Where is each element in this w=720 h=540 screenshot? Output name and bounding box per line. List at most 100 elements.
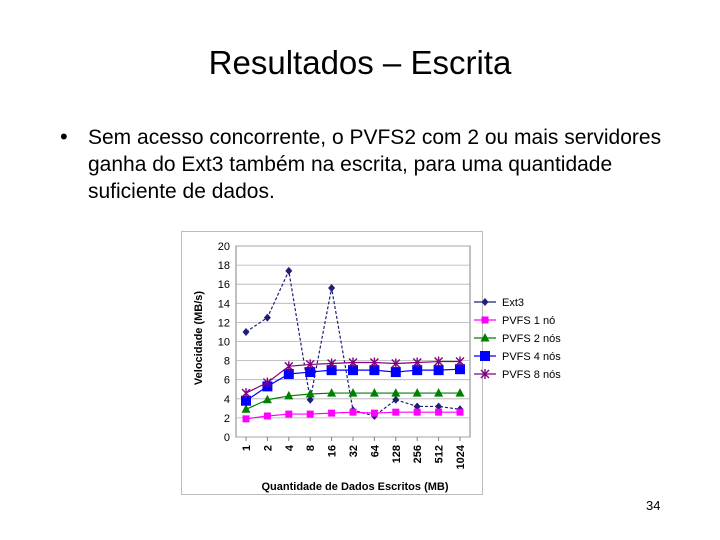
data-point — [412, 388, 422, 397]
data-point — [326, 365, 337, 376]
bullet-icon: • — [60, 124, 68, 149]
data-point — [263, 412, 271, 420]
data-point — [328, 409, 336, 417]
data-point — [413, 402, 421, 411]
legend-marker — [481, 298, 489, 306]
slide-title: Resultados – Escrita — [208, 44, 512, 81]
data-point — [349, 408, 357, 416]
data-point — [306, 395, 314, 404]
legend-entry: PVFS 1 nó — [474, 315, 555, 327]
y-axis-label: Velocidade (MB/s) — [193, 291, 205, 385]
chart-legend: Ext3 PVFS 1 nó PVFS 2 nós PVFS 4 nós PVFS 8 … — [474, 297, 561, 381]
data-point — [284, 390, 294, 400]
series-1 — [242, 408, 464, 423]
data-point — [262, 394, 272, 404]
x-tick-label: 8 — [305, 445, 317, 451]
chart-gridlines — [235, 245, 471, 438]
legend-label: PVFS 4 nós — [502, 351, 561, 363]
legend-entry: PVFS 2 nós — [474, 333, 561, 345]
series-3 — [241, 364, 465, 406]
data-point — [283, 368, 294, 379]
data-point — [456, 408, 464, 416]
data-point — [285, 266, 293, 275]
x-tick-label: 64 — [369, 444, 381, 457]
y-tick-label: 4 — [224, 394, 230, 406]
legend-label: PVFS 8 nós — [502, 369, 561, 381]
data-point — [284, 361, 294, 372]
data-point — [369, 357, 379, 368]
x-tick-label: 1024 — [455, 444, 467, 469]
bullet-text: Sem acesso concorrente, o PVFS2 com 2 ou… — [88, 126, 662, 203]
data-point — [392, 395, 400, 404]
legend-marker — [481, 316, 489, 324]
data-point — [435, 408, 443, 416]
x-tick-label: 16 — [327, 445, 339, 457]
legend-marker — [480, 351, 490, 361]
data-point — [348, 357, 358, 368]
y-tick-label: 6 — [224, 375, 230, 387]
legend-entry: Ext3 — [474, 297, 524, 309]
data-point — [391, 388, 401, 397]
data-point — [434, 388, 444, 397]
data-point — [370, 409, 378, 417]
data-point — [262, 377, 272, 388]
legend-marker — [480, 333, 490, 342]
data-point — [306, 410, 314, 418]
data-point — [390, 367, 401, 378]
data-point — [369, 365, 380, 376]
x-tick-label: 4 — [284, 444, 296, 451]
data-point — [242, 415, 250, 423]
data-point — [305, 367, 316, 378]
data-point — [455, 388, 465, 397]
x-tick-label: 256 — [412, 445, 424, 463]
x-tick-labels: 1 2 4 8 16 32 64 128 256 512 1024 — [241, 437, 467, 469]
data-point — [305, 359, 315, 370]
chart-frame: 0 2 4 6 8 10 12 14 16 18 20 1 2 4 8 16 32 64 128 256 512 102… — [181, 231, 561, 495]
y-tick-labels: 0 2 4 6 8 10 12 14 16 18 20 — [218, 241, 230, 444]
data-point — [433, 365, 444, 376]
data-point — [285, 410, 293, 418]
y-tick-label: 0 — [224, 432, 230, 444]
data-point — [412, 357, 422, 368]
chart-series — [241, 266, 465, 423]
x-tick-label: 128 — [391, 445, 403, 463]
data-point — [348, 365, 358, 376]
legend-label: PVFS 1 nó — [502, 315, 555, 327]
data-point — [305, 389, 315, 398]
data-point — [434, 356, 444, 367]
y-tick-label: 14 — [218, 298, 230, 310]
x-tick-label: 1 — [241, 445, 253, 451]
data-point — [412, 365, 423, 376]
y-tick-label: 8 — [224, 356, 230, 368]
x-tick-label: 512 — [434, 445, 446, 463]
series-4 — [241, 356, 465, 399]
data-point — [391, 358, 401, 369]
data-point — [327, 358, 337, 369]
legend-label: Ext3 — [502, 297, 524, 309]
data-point — [263, 313, 271, 322]
y-tick-label: 20 — [218, 241, 230, 253]
legend-marker — [480, 369, 490, 379]
x-tick-label: 32 — [348, 445, 360, 457]
page-number: 34 — [646, 498, 661, 513]
data-point — [327, 388, 337, 397]
y-tick-label: 2 — [224, 413, 230, 425]
data-point — [369, 388, 379, 397]
data-point — [242, 327, 250, 336]
series-2 — [241, 388, 465, 413]
data-point — [241, 395, 251, 406]
legend-entry: PVFS 8 nós — [474, 369, 561, 381]
data-point — [392, 408, 400, 416]
x-axis-label: Quantidade de Dados Escritos (MB) — [261, 481, 448, 493]
data-point — [413, 408, 421, 416]
data-point — [455, 356, 465, 367]
y-tick-label: 16 — [218, 279, 230, 291]
y-tick-label: 10 — [218, 337, 230, 349]
data-point — [241, 404, 251, 413]
data-point — [348, 388, 358, 397]
data-point — [455, 364, 465, 375]
y-tick-label: 18 — [218, 260, 230, 272]
data-point — [328, 284, 336, 293]
data-point — [435, 402, 443, 411]
